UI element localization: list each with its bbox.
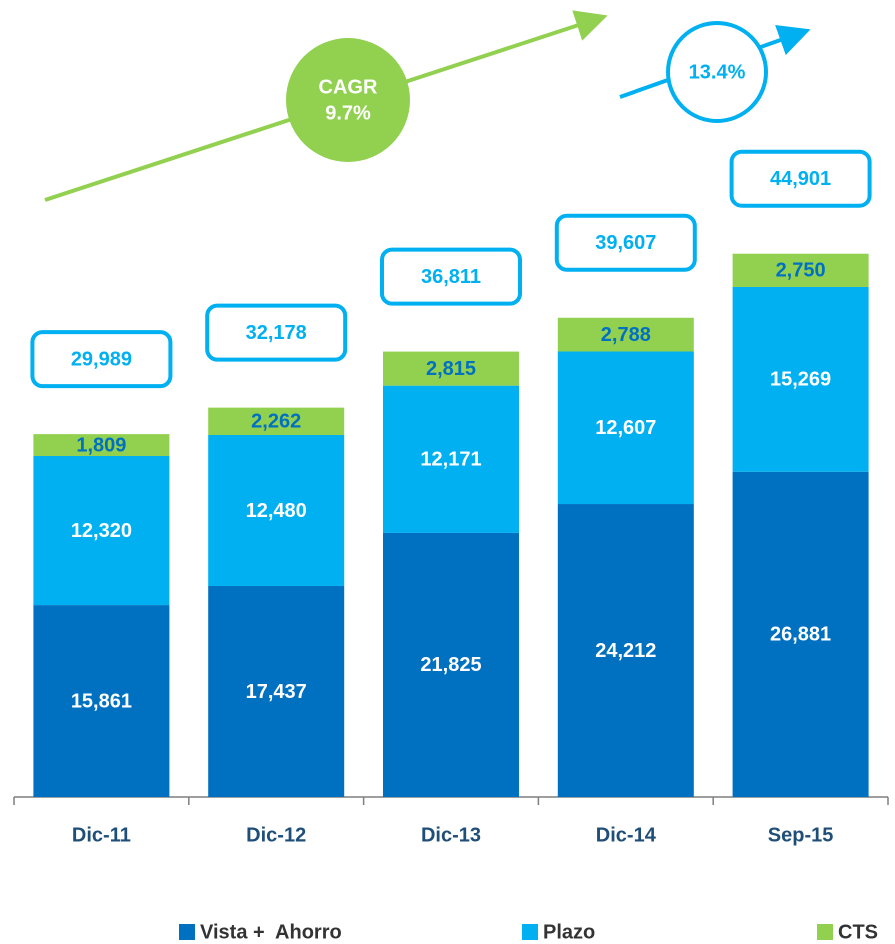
cagr-title: CAGR: [319, 76, 378, 98]
total-box: [554, 213, 697, 272]
growth-value: 13.4%: [689, 61, 746, 83]
segment-label: 21,825: [420, 654, 481, 676]
bar-segment: [557, 504, 694, 797]
x-tick-label: Sep-15: [768, 824, 834, 846]
bar-segment: [732, 253, 869, 287]
segment-label: 2,750: [776, 260, 826, 282]
segment-label: 2,788: [601, 324, 651, 346]
bar-segment: [557, 317, 694, 352]
segment-label: 12,607: [595, 417, 656, 439]
total-box: [205, 303, 348, 362]
total-label: 39,607: [595, 232, 656, 254]
segment-label: 15,269: [770, 369, 831, 391]
total-box: [380, 247, 522, 306]
x-tick-label: Dic-14: [596, 824, 657, 846]
segment-label: 12,480: [246, 500, 307, 522]
segment-label: 15,861: [71, 690, 132, 712]
total-label: 36,811: [421, 266, 481, 288]
legend-swatch: [179, 924, 195, 940]
cagr-value: 9.7%: [325, 102, 371, 124]
growth-badge: [666, 21, 768, 123]
bar-segment: [383, 532, 519, 797]
segment-label: 12,320: [71, 520, 132, 542]
segment-label: 1,809: [76, 434, 126, 456]
x-tick-label: Dic-13: [421, 824, 481, 846]
segment-label: 26,881: [770, 624, 831, 646]
legend-label: Plazo: [543, 921, 595, 943]
segment-label: 2,262: [251, 411, 301, 433]
legend-label: CTS: [838, 921, 878, 943]
total-label: 29,989: [71, 348, 132, 370]
bar-segment: [33, 456, 170, 606]
segment-label: 12,171: [420, 449, 481, 471]
legend-swatch: [817, 924, 833, 940]
bar-segment: [33, 434, 170, 457]
x-tick-label: Dic-12: [246, 824, 306, 846]
bar-segment: [732, 471, 869, 797]
total-label: 44,901: [770, 168, 831, 190]
cagr-badge: [286, 38, 410, 162]
x-tick-label: Dic-11: [72, 824, 131, 846]
total-box: [30, 330, 173, 389]
segment-label: 17,437: [246, 681, 307, 703]
bar-segment: [383, 385, 519, 533]
total-label: 32,178: [246, 322, 307, 344]
bar-segment: [33, 605, 170, 797]
bar-segment: [557, 351, 694, 505]
segment-label: 2,815: [426, 358, 476, 380]
segment-label: 24,212: [595, 640, 656, 662]
legend-swatch: [522, 924, 538, 940]
bar-segment: [208, 586, 345, 797]
bar-segment: [208, 435, 345, 587]
bar-segment: [732, 286, 869, 472]
bar-segment: [208, 407, 345, 436]
legend-label: Vista + Ahorro: [200, 921, 342, 943]
bar-segment: [383, 351, 519, 386]
total-box: [729, 149, 872, 208]
